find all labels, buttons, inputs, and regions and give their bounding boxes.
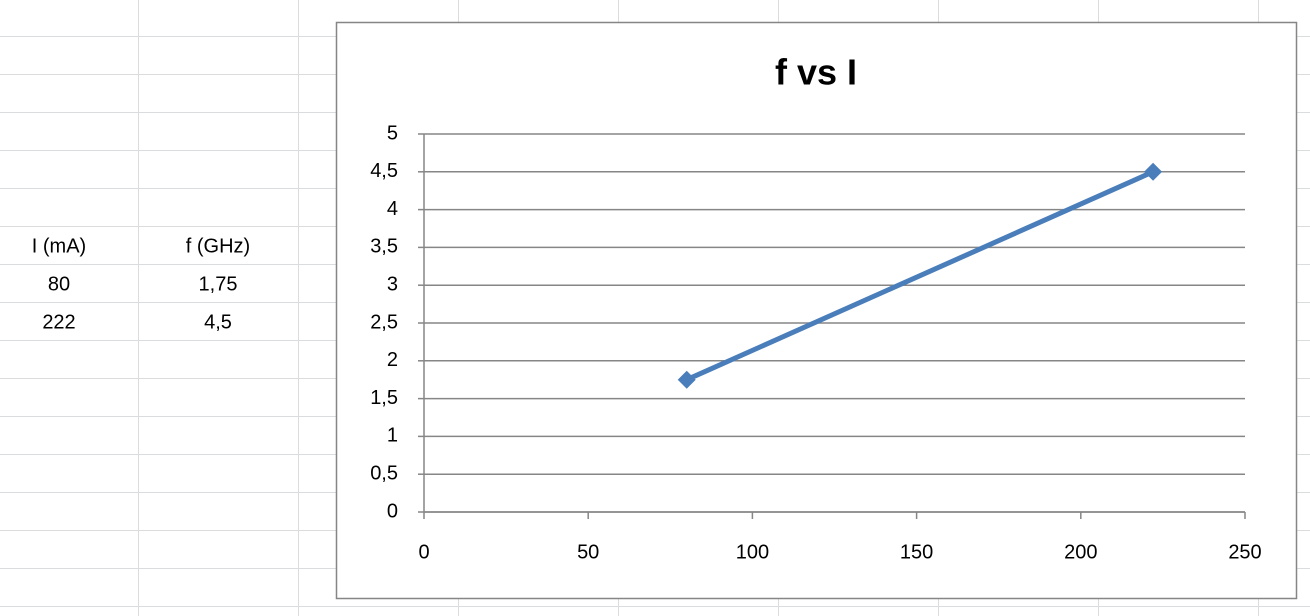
marker	[677, 370, 696, 389]
x-tick-label: 250	[1228, 541, 1261, 563]
x-tick-label: 150	[900, 541, 933, 563]
chart-frame[interactable]	[335, 21, 1298, 600]
plot: 00,511,522,533,544,550 50 100 150 200 250	[370, 122, 1262, 563]
y-tick-label: 0	[387, 500, 398, 522]
y-tick-label: 1,5	[370, 387, 398, 409]
series-line	[685, 169, 1155, 382]
y-tick-label: 0,5	[370, 462, 398, 484]
y-tick-label: 3,5	[370, 236, 398, 258]
x-tick-label: 0	[418, 541, 429, 563]
cell[interactable]: 222	[42, 311, 75, 333]
x-tick-label: 50	[577, 541, 599, 563]
y-tick-label: 5	[387, 122, 398, 144]
y-tick-label: 4,5	[370, 160, 398, 182]
y-tick-label: 2	[387, 349, 398, 371]
cell[interactable]: 80	[48, 273, 70, 295]
y-tick-label: 1	[387, 425, 398, 447]
x-tick-label: 200	[1064, 541, 1097, 563]
x-tick-label: 100	[736, 541, 769, 563]
y-tick-label: 4	[387, 198, 398, 220]
y-tick-label: 2,5	[370, 311, 398, 333]
cell[interactable]: f (GHz)	[186, 235, 250, 257]
chart-title: f vs I	[775, 52, 857, 93]
cell[interactable]: 4,5	[204, 311, 232, 333]
marker	[1144, 162, 1163, 181]
y-tick-label: 3	[387, 273, 398, 295]
cell[interactable]: I (mA)	[32, 235, 86, 257]
cell[interactable]: 1,75	[199, 273, 238, 295]
